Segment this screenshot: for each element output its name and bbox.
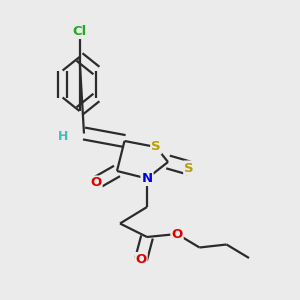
Text: O: O [171, 227, 183, 241]
Text: S: S [151, 140, 161, 154]
Text: H: H [58, 130, 68, 143]
Text: N: N [141, 172, 153, 185]
Text: O: O [90, 176, 102, 190]
Text: Cl: Cl [72, 25, 87, 38]
Text: S: S [184, 161, 194, 175]
Text: O: O [135, 253, 147, 266]
